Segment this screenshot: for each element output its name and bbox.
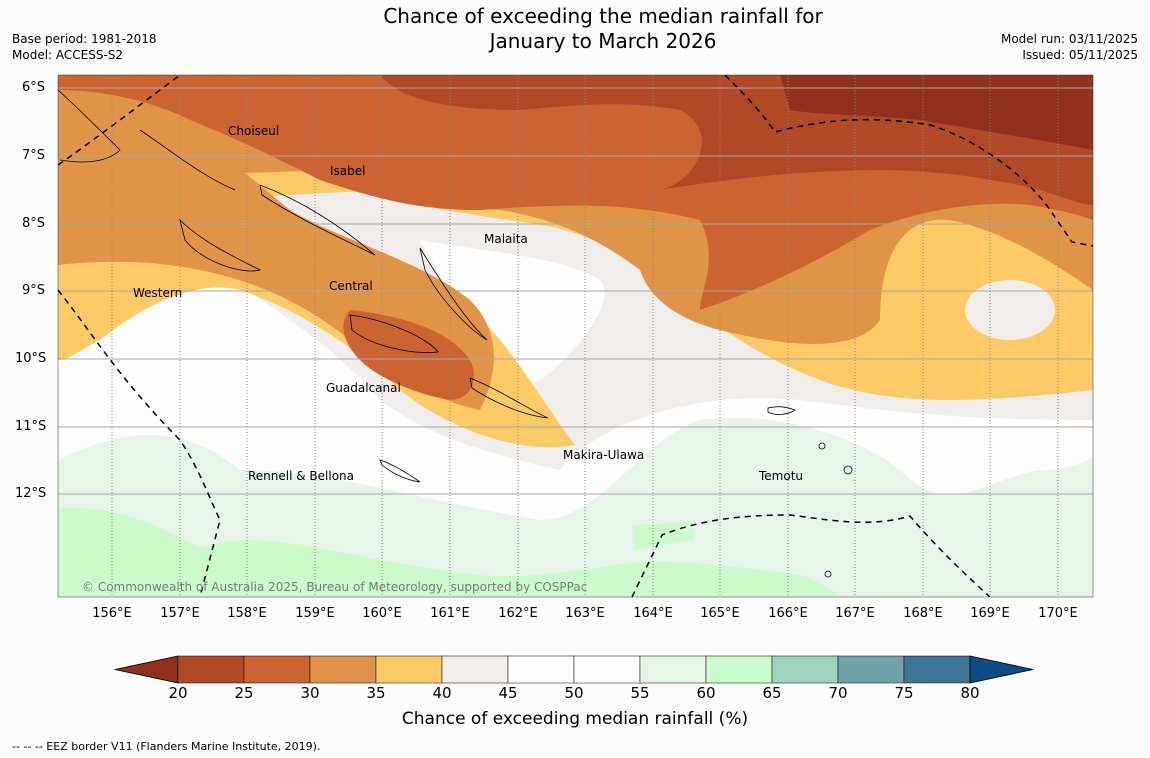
colorbar-tick-label: 55 (630, 684, 650, 702)
lon-label: 165°E (700, 606, 740, 621)
isabel-island (259, 184, 376, 256)
colorbar-bin (441, 655, 509, 684)
guadalcanal-island (349, 314, 439, 353)
title-line-1: Chance of exceeding the median rainfall … (383, 4, 823, 28)
colorbar-bin (309, 655, 377, 684)
colorbar-tick-label: 30 (300, 684, 320, 702)
region-label-choiseul: Choiseul (228, 124, 280, 138)
lon-label: 163°E (565, 606, 605, 621)
colorbar-title: Chance of exceeding median rainfall (%) (401, 709, 749, 729)
region-label-guadalcanal: Guadalcanal (326, 381, 401, 395)
bougainville-island (58, 89, 121, 163)
lon-label: 169°E (970, 606, 1010, 621)
colorbar-bin (903, 655, 971, 684)
lat-gridlines (58, 87, 1093, 495)
colorbar-bin (243, 655, 311, 684)
lon-label: 156°E (92, 606, 132, 621)
lon-label: 159°E (295, 606, 335, 621)
lon-label: 167°E (835, 606, 875, 621)
lat-label: 8°S (22, 216, 46, 231)
region-label-rennell-bellona: Rennell & Bellona (248, 469, 355, 483)
lat-label: 11°S (15, 419, 47, 434)
temotu-islet (818, 442, 826, 450)
lon-label: 170°E (1038, 606, 1078, 621)
model-run: Model run: 03/11/2025 (1000, 32, 1138, 46)
colorbar-tick-label: 35 (366, 684, 386, 702)
malaita-island (419, 247, 488, 341)
contour-60-65-b (632, 522, 695, 550)
region-label-malaita: Malaita (484, 232, 528, 246)
lon-label: 164°E (633, 606, 673, 621)
lon-gridlines (111, 75, 1059, 597)
colorbar-tick-label: 50 (564, 684, 584, 702)
eez-footnote: -- -- -- EEZ border V11 (Flanders Marine… (12, 740, 321, 753)
title-line-2: January to March 2026 (489, 29, 717, 53)
copyright-notice: © Commonwealth of Australia 2025, Bureau… (82, 580, 588, 594)
rennell-island (379, 459, 421, 483)
contour-below-20 (780, 75, 1093, 150)
lon-label: 166°E (768, 606, 808, 621)
new-georgia-island (179, 218, 262, 272)
colorbar-bin (375, 655, 443, 684)
eez-border (58, 75, 1093, 597)
colorbar-bin (837, 655, 905, 684)
colorbar-tick-label: 80 (960, 684, 980, 702)
colorbar-bin (639, 655, 707, 684)
white-tongue (420, 240, 605, 384)
lon-label: 160°E (362, 606, 402, 621)
region-label-temotu: Temotu (759, 469, 804, 483)
lat-label: 10°S (15, 351, 47, 366)
temotu-island (767, 406, 796, 415)
region-label-isabel: Isabel (330, 164, 366, 178)
white-oval-east (965, 280, 1055, 340)
region-label-central: Central (329, 279, 373, 293)
map-frame (57, 74, 1094, 598)
colorbar-bin (573, 655, 641, 684)
colorbar-tick-label: 70 (828, 684, 848, 702)
meta-left: Base period: 1981-2018 Model: ACCESS-S2 (12, 31, 157, 63)
lat-label: 12°S (15, 486, 47, 501)
colorbar-tick-label: 20 (168, 684, 188, 702)
colorbar-over-arrow (969, 655, 1034, 684)
islet (824, 570, 832, 578)
colorbar-bin (705, 655, 773, 684)
choiseul-island (139, 129, 236, 191)
lat-label: 7°S (22, 148, 46, 163)
colorbar-tick-label: 40 (432, 684, 452, 702)
colorbar-bin (507, 655, 575, 684)
colorbar-bin (771, 655, 839, 684)
contour-25-30-guadal (343, 310, 474, 400)
map-title: Chance of exceeding the median rainfall … (300, 4, 906, 54)
meta-right: Model run: 03/11/2025 Issued: 05/11/2025 (1001, 31, 1138, 63)
colorbar-bin (177, 655, 245, 684)
lon-label: 168°E (903, 606, 943, 621)
lon-label: 161°E (430, 606, 470, 621)
model-name: Model: ACCESS-S2 (12, 48, 124, 62)
region-label-western: Western (133, 286, 183, 300)
contour-60-65 (58, 507, 840, 597)
colorbar-under-arrow (114, 655, 179, 684)
makira-island (469, 377, 549, 419)
colorbar-tick-label: 45 (498, 684, 518, 702)
lon-label: 157°E (160, 606, 200, 621)
lon-label: 162°E (498, 606, 538, 621)
colorbar-tick-label: 25 (234, 684, 254, 702)
lat-label: 6°S (22, 80, 46, 95)
temotu-islet (843, 465, 853, 475)
base-period: Base period: 1981-2018 (12, 32, 157, 46)
colorbar (114, 655, 1034, 684)
colorbar-tick-label: 75 (894, 684, 914, 702)
region-label-makira-ulawa: Makira-Ulawa (563, 448, 645, 462)
colorbar-tick-label: 60 (696, 684, 716, 702)
colorbar-tick-label: 65 (762, 684, 782, 702)
lat-label: 9°S (22, 283, 46, 298)
coastlines (58, 89, 853, 578)
issued-date: Issued: 05/11/2025 (1022, 48, 1138, 62)
lon-label: 158°E (227, 606, 267, 621)
